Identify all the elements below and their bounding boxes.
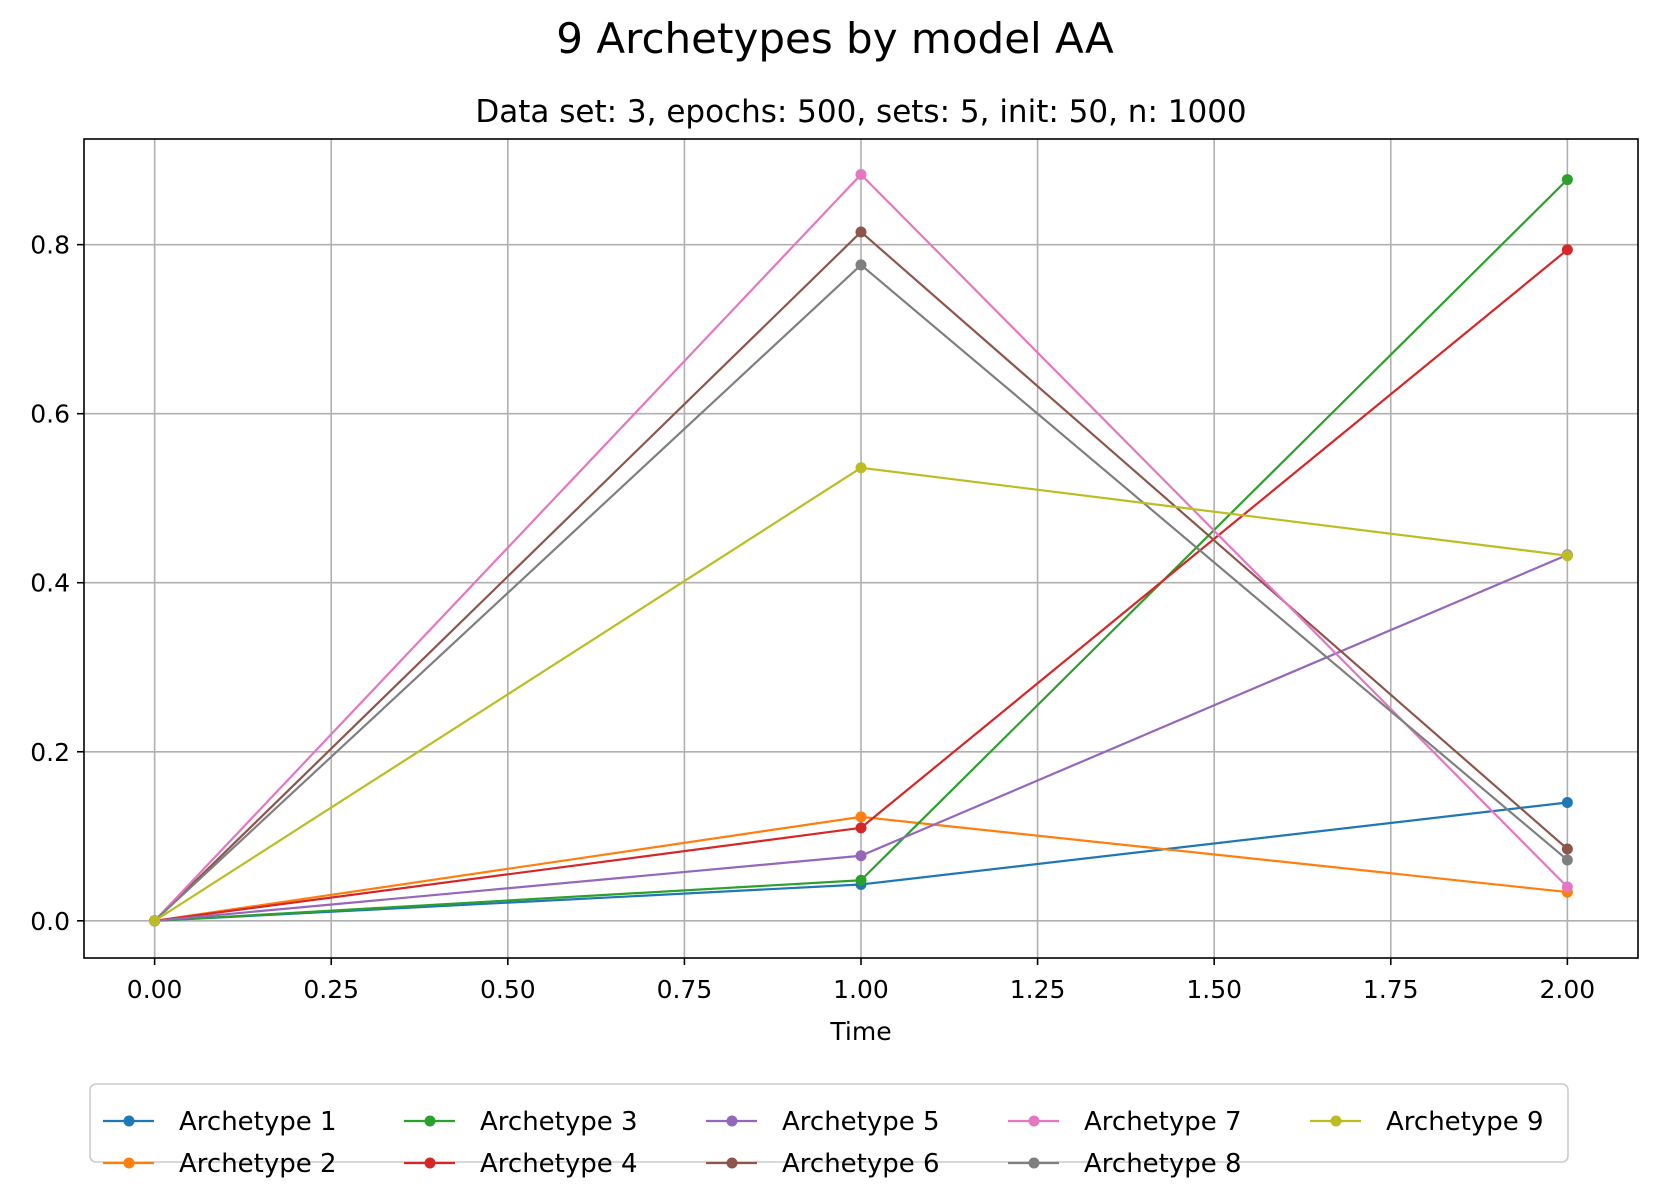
data-point-archetype-2 xyxy=(855,811,867,823)
y-tick-label: 0.4 xyxy=(30,569,70,598)
legend-label: Archetype 1 xyxy=(179,1107,337,1137)
x-tick-label: 1.25 xyxy=(1010,975,1066,1004)
data-point-archetype-4 xyxy=(1561,244,1573,256)
legend-marker xyxy=(726,1157,738,1169)
data-point-archetype-9 xyxy=(855,462,867,474)
data-point-archetype-9 xyxy=(149,915,161,927)
legend-marker xyxy=(123,1115,135,1127)
data-point-archetype-7 xyxy=(855,168,867,180)
data-point-archetype-3 xyxy=(855,874,867,886)
x-tick-label: 1.75 xyxy=(1363,975,1419,1004)
ticks: 0.00 0.25 0.50 0.75 1.00 1.25 1.50 1.75 2.00 0.0 0… xyxy=(30,231,1595,1004)
series-group xyxy=(149,168,1573,927)
x-tick-label: 0.25 xyxy=(303,975,359,1004)
data-point-archetype-5 xyxy=(855,850,867,862)
x-tick-label: 0.00 xyxy=(127,975,183,1004)
legend-box xyxy=(89,1083,1569,1163)
legend-label: Archetype 7 xyxy=(1084,1107,1242,1137)
data-point-archetype-4 xyxy=(855,822,867,834)
legend-marker xyxy=(1028,1157,1040,1169)
y-tick-label: 0.8 xyxy=(30,231,70,260)
legend-label: Archetype 3 xyxy=(480,1107,638,1137)
legend-marker xyxy=(424,1115,436,1127)
y-tick-label: 0.0 xyxy=(30,907,70,936)
legend-label: Archetype 6 xyxy=(782,1149,940,1179)
legend-marker xyxy=(123,1157,135,1169)
legend-label: Archetype 4 xyxy=(480,1149,638,1179)
data-point-archetype-8 xyxy=(1561,854,1573,866)
x-tick-label: 0.50 xyxy=(480,975,536,1004)
x-tick-label: 1.50 xyxy=(1186,975,1242,1004)
data-point-archetype-7 xyxy=(1561,881,1573,893)
legend-label: Archetype 5 xyxy=(782,1107,940,1137)
data-point-archetype-6 xyxy=(1561,843,1573,855)
x-axis-label: Time xyxy=(829,1017,891,1046)
y-tick-label: 0.2 xyxy=(30,738,70,767)
y-tick-label: 0.6 xyxy=(30,400,70,429)
data-point-archetype-8 xyxy=(855,259,867,271)
data-point-archetype-3 xyxy=(1561,174,1573,186)
legend-marker xyxy=(726,1115,738,1127)
grid xyxy=(84,139,1638,958)
legend-label: Archetype 9 xyxy=(1386,1107,1544,1137)
legend-marker xyxy=(1330,1115,1342,1127)
x-tick-label: 1.00 xyxy=(833,975,889,1004)
data-point-archetype-9 xyxy=(1561,550,1573,562)
legend-marker xyxy=(1028,1115,1040,1127)
legend: Archetype 1 Archetype 2 Archetype 3 Archety… xyxy=(89,1083,1569,1179)
x-tick-label: 2.00 xyxy=(1540,975,1596,1004)
legend-label: Archetype 8 xyxy=(1084,1149,1242,1179)
chart-title: 9 Archetypes by model AA xyxy=(556,14,1114,63)
data-point-archetype-6 xyxy=(855,226,867,238)
legend-label: Archetype 2 xyxy=(179,1149,337,1179)
legend-marker xyxy=(424,1157,436,1169)
x-tick-label: 0.75 xyxy=(657,975,713,1004)
chart-subtitle: Data set: 3, epochs: 500, sets: 5, init:… xyxy=(475,94,1246,130)
data-point-archetype-1 xyxy=(1561,796,1573,808)
